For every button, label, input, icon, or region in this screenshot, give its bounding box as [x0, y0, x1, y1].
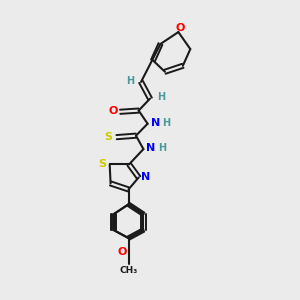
- Text: N: N: [151, 118, 160, 128]
- Text: N: N: [146, 143, 156, 153]
- Text: CH₃: CH₃: [119, 266, 138, 275]
- Text: S: S: [98, 159, 106, 169]
- Text: H: H: [158, 143, 166, 153]
- Text: O: O: [109, 106, 118, 116]
- Text: H: H: [157, 92, 165, 102]
- Text: N: N: [141, 172, 150, 182]
- Text: O: O: [117, 248, 127, 257]
- Text: H: H: [162, 118, 170, 128]
- Text: O: O: [175, 23, 184, 34]
- Text: H: H: [126, 76, 134, 86]
- Text: S: S: [104, 132, 112, 142]
